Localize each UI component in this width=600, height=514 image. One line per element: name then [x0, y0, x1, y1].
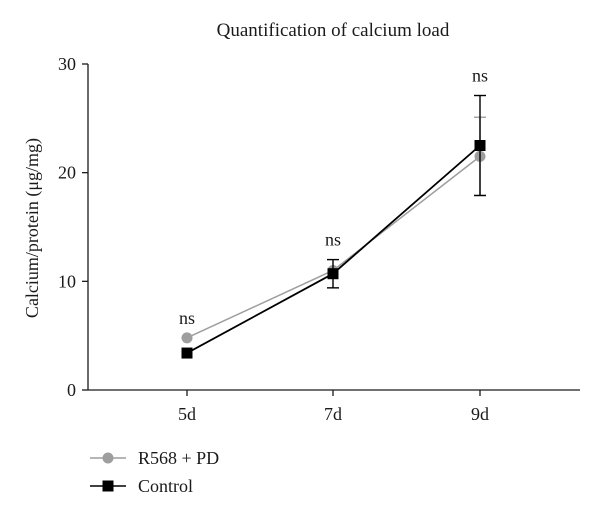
series-1: [181, 94, 486, 359]
legend-swatch-marker: [102, 480, 114, 492]
significance-label: ns: [179, 308, 195, 328]
legend-item-1: Control: [90, 476, 193, 496]
x-tick-label: 9d: [471, 404, 489, 424]
significance-label: ns: [325, 230, 341, 250]
y-tick-label: 10: [58, 271, 76, 291]
legend-label: Control: [138, 476, 193, 496]
x-tick-label: 7d: [324, 404, 342, 424]
axes: 0 10 20 30 5d 7d 9d: [58, 54, 580, 424]
chart-title: Quantification of calcium load: [217, 20, 450, 41]
legend-item-0: R568 + PD: [90, 448, 219, 468]
significance-label: ns: [472, 66, 488, 86]
y-tick-label: 0: [67, 380, 76, 400]
legend-swatch-marker: [102, 452, 114, 464]
data-point: [474, 140, 486, 151]
y-axis-label: Calcium/protein (μg/mg): [22, 138, 43, 318]
plot-area: ns ns ns: [179, 66, 488, 359]
y-tick-label: 30: [58, 54, 76, 74]
data-point: [181, 347, 193, 359]
x-tick-label: 5d: [178, 404, 196, 424]
legend: R568 + PD Control: [90, 448, 219, 496]
data-point: [327, 268, 339, 280]
data-point: [181, 332, 193, 344]
y-tick-label: 20: [58, 163, 76, 183]
legend-label: R568 + PD: [138, 448, 219, 468]
